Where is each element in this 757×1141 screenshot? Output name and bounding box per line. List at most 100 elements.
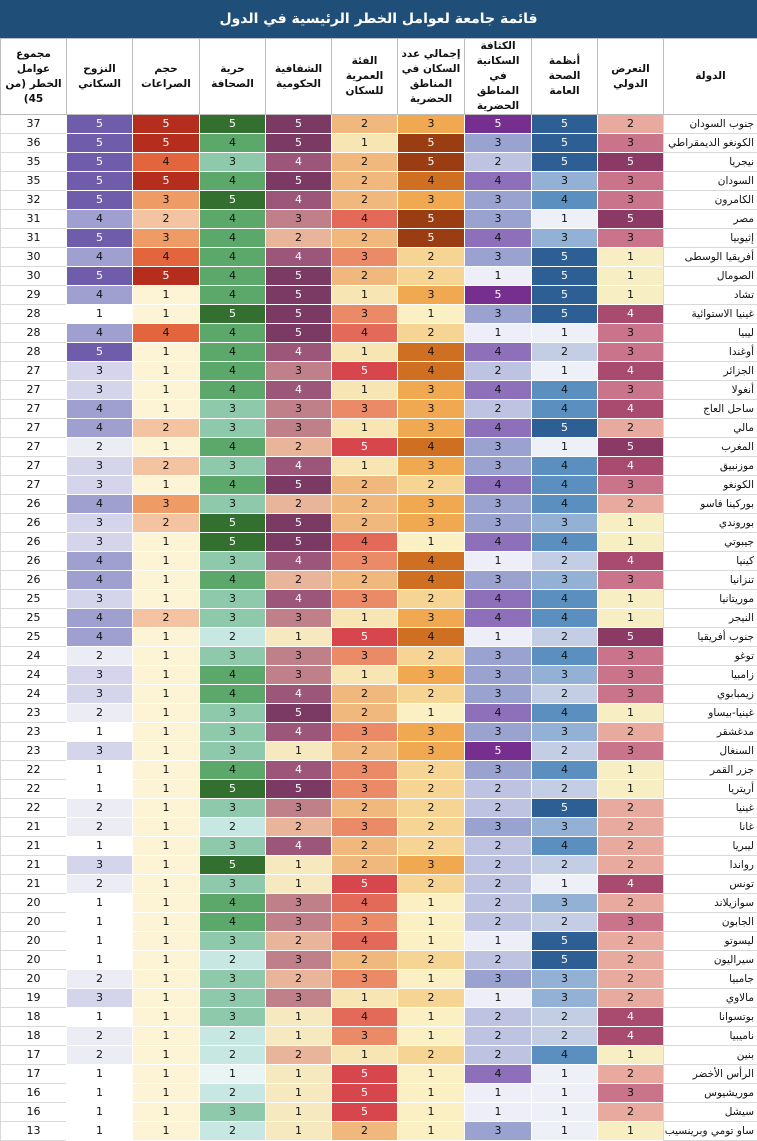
age-cell: 3 <box>332 1027 398 1046</box>
total-cell: 28 <box>1 343 67 362</box>
displacement-cell: 2 <box>67 799 133 818</box>
displacement-cell: 3 <box>67 742 133 761</box>
urban-pop-cell: 1 <box>398 913 465 932</box>
health-cell: 5 <box>532 267 598 286</box>
health-cell: 4 <box>532 495 598 514</box>
age-cell: 4 <box>332 324 398 343</box>
transparency-cell: 4 <box>266 552 332 571</box>
density-cell: 3 <box>465 647 532 666</box>
total-cell: 31 <box>1 229 67 248</box>
displacement-cell: 2 <box>67 1046 133 1065</box>
total-cell: 35 <box>1 172 67 191</box>
press-cell: 4 <box>200 343 266 362</box>
displacement-cell: 5 <box>67 153 133 172</box>
press-cell: 3 <box>200 153 266 172</box>
age-cell: 3 <box>332 970 398 989</box>
health-cell: 1 <box>532 1122 598 1141</box>
health-cell: 1 <box>532 438 598 457</box>
density-cell: 3 <box>465 305 532 324</box>
exposure-cell: 1 <box>598 1122 664 1141</box>
density-cell: 2 <box>465 799 532 818</box>
press-cell: 3 <box>200 552 266 571</box>
health-cell: 2 <box>532 1008 598 1027</box>
exposure-cell: 3 <box>598 324 664 343</box>
displacement-cell: 1 <box>67 932 133 951</box>
transparency-cell: 5 <box>266 286 332 305</box>
health-cell: 3 <box>532 172 598 191</box>
country-cell: سيشل <box>664 1103 757 1122</box>
health-cell: 2 <box>532 552 598 571</box>
exposure-cell: 2 <box>598 723 664 742</box>
transparency-cell: 2 <box>266 932 332 951</box>
density-cell: 4 <box>465 476 532 495</box>
country-cell: سيراليون <box>664 951 757 970</box>
urban-pop-cell: 1 <box>398 1084 465 1103</box>
displacement-cell: 3 <box>67 685 133 704</box>
conflict-cell: 2 <box>133 210 200 229</box>
displacement-cell: 1 <box>67 913 133 932</box>
total-cell: 25 <box>1 628 67 647</box>
age-cell: 1 <box>332 286 398 305</box>
age-cell: 4 <box>332 1008 398 1027</box>
exposure-cell: 5 <box>598 153 664 172</box>
urban-pop-cell: 3 <box>398 286 465 305</box>
transparency-cell: 4 <box>266 248 332 267</box>
density-cell: 1 <box>465 1084 532 1103</box>
country-cell: زامبيا <box>664 666 757 685</box>
country-cell: أوغندا <box>664 343 757 362</box>
transparency-cell: 3 <box>266 989 332 1008</box>
health-cell: 5 <box>532 799 598 818</box>
displacement-cell: 5 <box>67 343 133 362</box>
conflict-cell: 1 <box>133 628 200 647</box>
exposure-cell: 4 <box>598 875 664 894</box>
displacement-cell: 5 <box>67 191 133 210</box>
country-cell: ساو تومي وبرينسيب <box>664 1122 757 1141</box>
age-cell: 2 <box>332 115 398 134</box>
urban-pop-cell: 5 <box>398 153 465 172</box>
density-cell: 3 <box>465 970 532 989</box>
displacement-cell: 4 <box>67 324 133 343</box>
density-cell: 1 <box>465 932 532 951</box>
health-cell: 4 <box>532 590 598 609</box>
country-cell: مالاوي <box>664 989 757 1008</box>
displacement-cell: 4 <box>67 210 133 229</box>
total-cell: 23 <box>1 704 67 723</box>
total-cell: 26 <box>1 533 67 552</box>
urban-pop-cell: 1 <box>398 1065 465 1084</box>
country-cell: الجابون <box>664 913 757 932</box>
age-cell: 2 <box>332 153 398 172</box>
total-cell: 17 <box>1 1065 67 1084</box>
displacement-cell: 2 <box>67 970 133 989</box>
country-cell: الكامرون <box>664 191 757 210</box>
press-cell: 3 <box>200 970 266 989</box>
conflict-cell: 5 <box>133 172 200 191</box>
total-cell: 22 <box>1 799 67 818</box>
displacement-cell: 5 <box>67 172 133 191</box>
density-cell: 5 <box>465 742 532 761</box>
density-cell: 3 <box>465 761 532 780</box>
conflict-cell: 1 <box>133 989 200 1008</box>
press-cell: 3 <box>200 419 266 438</box>
country-cell: ليسوتو <box>664 932 757 951</box>
conflict-cell: 1 <box>133 1122 200 1141</box>
exposure-cell: 5 <box>598 628 664 647</box>
displacement-cell: 3 <box>67 362 133 381</box>
health-cell: 4 <box>532 837 598 856</box>
conflict-cell: 1 <box>133 799 200 818</box>
press-cell: 2 <box>200 628 266 647</box>
conflict-cell: 1 <box>133 400 200 419</box>
age-cell: 4 <box>332 894 398 913</box>
total-cell: 20 <box>1 970 67 989</box>
displacement-cell: 3 <box>67 590 133 609</box>
press-cell: 3 <box>200 989 266 1008</box>
displacement-cell: 3 <box>67 457 133 476</box>
density-cell: 1 <box>465 552 532 571</box>
density-cell: 4 <box>465 533 532 552</box>
urban-pop-cell: 3 <box>398 856 465 875</box>
conflict-cell: 1 <box>133 932 200 951</box>
